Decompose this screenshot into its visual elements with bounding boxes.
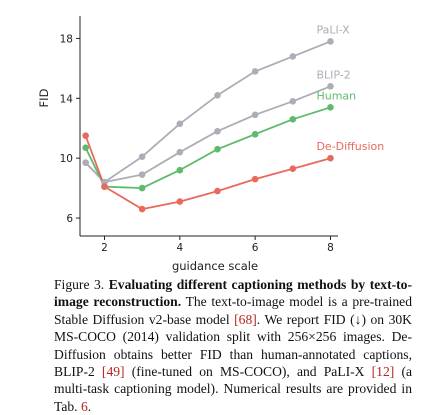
series-label-pali-x: PaLI-X [316, 23, 350, 36]
data-point-de-diffusion-7 [327, 154, 334, 162]
citation-link-12[interactable]: [12] [371, 364, 395, 380]
data-point-pali-x-4 [214, 92, 221, 99]
data-point-pali-x-2 [138, 153, 146, 160]
caption-text-3: (fine-tuned on MS-COCO), and PaLI-X [131, 364, 365, 380]
citation-link-68[interactable]: [68] [234, 311, 257, 327]
data-point-de-diffusion-6 [289, 165, 297, 172]
series-line-blip-2 [84, 85, 332, 183]
data-point-pali-x-3 [176, 120, 184, 128]
series-lines [84, 40, 332, 210]
data-point-blip-2-5 [251, 111, 259, 119]
table-link-6[interactable]: 6 [81, 398, 88, 414]
data-point-human-6 [289, 115, 297, 123]
data-point-blip-2-7 [327, 83, 334, 90]
data-point-de-diffusion-1 [101, 183, 108, 190]
caption-figure-label: Figure 3. [54, 277, 105, 292]
y-tick-label-10: 10 [60, 153, 73, 165]
data-point-human-4 [214, 145, 221, 153]
data-point-human-0 [82, 144, 89, 152]
data-point-human-3 [176, 166, 184, 174]
x-tick-label-4: 4 [176, 242, 183, 254]
y-tick-label-6: 6 [66, 213, 73, 225]
data-point-human-2 [138, 184, 146, 192]
data-point-pali-x-6 [289, 53, 297, 60]
data-point-blip-2-3 [176, 148, 184, 156]
series-label-blip-2: BLIP-2 [316, 68, 350, 81]
x-axis-label: guidance scale [172, 259, 258, 273]
y-tick-label-18: 18 [60, 33, 73, 45]
citation-link-49[interactable]: [49] [101, 364, 125, 380]
data-point-blip-2-4 [214, 127, 221, 135]
series-labels: PaLI-X BLIP-2 Human De-Diffusion [316, 23, 384, 153]
data-point-de-diffusion-2 [138, 205, 146, 213]
axes: 2 4 6 8 6 10 14 18 [60, 16, 338, 254]
y-tick-label-14: 14 [60, 93, 74, 105]
caption-text-5: . [87, 398, 92, 414]
data-point-de-diffusion-5 [251, 175, 259, 183]
caption-text-1: The text-to-image model is a pre-trained… [54, 294, 413, 327]
x-tick-label-6: 6 [252, 242, 259, 254]
y-axis-label: FID [37, 88, 51, 107]
line-chart: 2 4 6 8 6 10 14 18 PaLI-X BLIP-2 Human De-Diffusio… [37, 16, 384, 273]
data-point-blip-2-2 [138, 171, 146, 178]
caption-title: Evaluating different captioning methods … [54, 277, 412, 310]
series-label-de-diffusion: De-Diffusion [316, 140, 384, 153]
series-line-de-diffusion [84, 134, 332, 210]
data-point-de-diffusion-3 [176, 198, 184, 205]
data-point-de-diffusion-0 [82, 132, 89, 140]
x-tick-label-2: 2 [101, 242, 108, 254]
figure-caption: Figure 3. Evaluating different captionin… [54, 276, 412, 415]
series-line-pali-x [84, 40, 332, 183]
data-point-blip-2-6 [289, 98, 297, 105]
data-point-de-diffusion-4 [214, 187, 221, 195]
series-points [82, 38, 334, 213]
data-point-human-7 [327, 103, 334, 111]
data-point-pali-x-7 [327, 38, 334, 45]
data-point-pali-x-5 [251, 68, 259, 75]
data-point-blip-2-0 [82, 159, 89, 166]
caption-text-2: . We report FID (↓) on 30K MS-COCO (2014… [54, 311, 412, 380]
x-tick-label-8: 8 [327, 242, 334, 254]
series-label-human: Human [316, 89, 356, 102]
data-point-human-5 [251, 130, 259, 138]
series-line-human [84, 106, 332, 189]
